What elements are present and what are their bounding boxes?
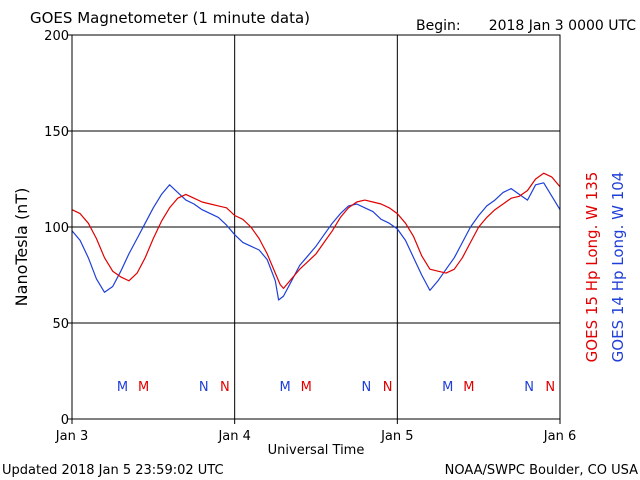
event-marker-label: M <box>442 380 453 395</box>
legend-series-red: GOES 15 Hp Long. W 135 <box>583 172 601 363</box>
event-marker-label: N <box>524 380 534 395</box>
event-marker-label: M <box>117 380 128 395</box>
chart-title: GOES Magnetometer (1 minute data) <box>30 9 310 27</box>
x-tick-label: Jan 5 <box>380 429 413 444</box>
legend-series-blue: GOES 14 Hp Long. W 104 <box>609 172 627 363</box>
begin-value: 2018 Jan 3 0000 UTC <box>489 18 637 34</box>
y-tick-label: 0 <box>61 413 69 428</box>
series-line <box>71 172 561 289</box>
event-marker-label: M <box>463 380 474 395</box>
event-marker-label: M <box>301 380 312 395</box>
series-layer <box>71 172 561 301</box>
y-tick-label: 200 <box>44 29 69 44</box>
y-axis-ticks: 0 50 100 150 200 <box>44 29 72 428</box>
y-axis-label: NanoTesla (nT) <box>12 188 31 307</box>
y-tick-label: 50 <box>52 317 69 332</box>
event-marker-label: M <box>279 380 290 395</box>
y-tick-label: 150 <box>44 125 69 140</box>
x-tick-label: Jan 4 <box>217 429 250 444</box>
event-marker-label: N <box>545 380 555 395</box>
x-tick-label: Jan 3 <box>55 429 88 444</box>
event-marker-label: N <box>362 380 372 395</box>
event-marker-label: N <box>383 380 393 395</box>
x-axis-ticks: Jan 3 Jan 4 Jan 5 Jan 6 <box>55 419 576 444</box>
x-tick-label: Jan 6 <box>543 429 576 444</box>
series-line <box>71 182 561 301</box>
grid-lines <box>72 35 560 419</box>
y-tick-label: 100 <box>44 221 69 236</box>
event-marker-label: N <box>220 380 230 395</box>
footer-updated: Updated 2018 Jan 5 23:59:02 UTC <box>2 463 224 478</box>
footer-source: NOAA/SWPC Boulder, CO USA <box>445 463 638 478</box>
x-axis-label: Universal Time <box>268 443 365 458</box>
event-marker-label: N <box>199 380 209 395</box>
event-marker-label: M <box>138 380 149 395</box>
begin-label: Begin: <box>416 18 461 34</box>
